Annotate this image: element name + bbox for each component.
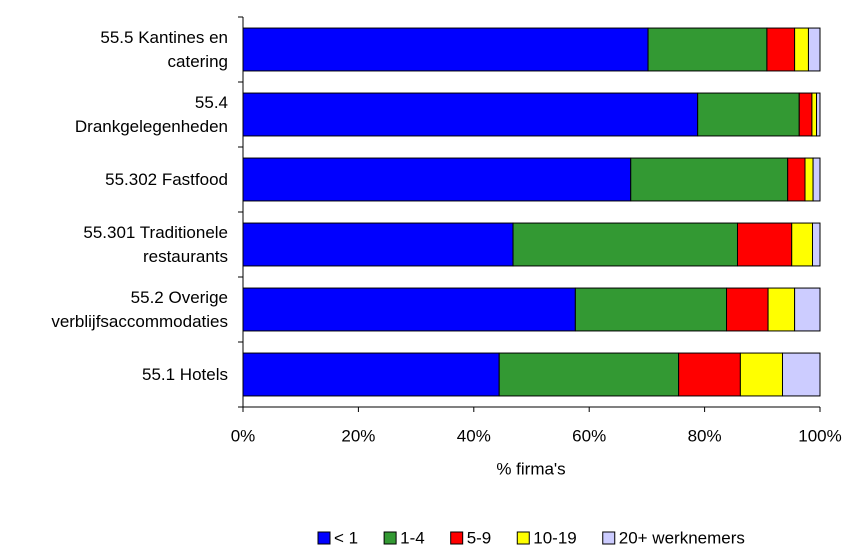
bar-segment: [766, 27, 796, 72]
category-label: 55.301 Traditionele restaurants: [83, 222, 228, 266]
bar-segment: [781, 352, 821, 397]
category-label: 55.1 Hotels: [142, 364, 228, 384]
bar-segment: [242, 222, 514, 267]
bar-segment: [697, 92, 800, 137]
x-tick-label: 80%: [688, 426, 722, 445]
legend-swatch: [450, 531, 464, 545]
bar-segment: [794, 287, 821, 332]
bar-segment: [739, 352, 783, 397]
legend-swatch: [317, 531, 331, 545]
bar-segment: [811, 92, 818, 137]
bar-segment: [242, 352, 500, 397]
bar-segment: [807, 27, 821, 72]
category-label: 55.2 Overige verblijfsaccommodaties: [51, 287, 228, 331]
bar-segment: [811, 222, 821, 267]
bar-segment: [630, 157, 789, 202]
legend-label: 5-9: [467, 528, 492, 547]
legend-label: 1-4: [400, 528, 425, 547]
legend-label: 10-19: [533, 528, 576, 547]
bar-segment: [242, 92, 699, 137]
bar-segment: [498, 352, 680, 397]
bar-segment: [736, 222, 793, 267]
bar-segment: [791, 222, 813, 267]
x-tick-label: 0%: [231, 426, 256, 445]
x-tick-label: 60%: [572, 426, 606, 445]
legend-swatch: [602, 531, 616, 545]
category-label: 55.5 Kantines en catering: [100, 27, 228, 71]
bar-segment: [812, 157, 821, 202]
legend-swatch: [383, 531, 397, 545]
bar-segment: [794, 27, 809, 72]
bar-segment: [804, 157, 814, 202]
legend-label: < 1: [334, 528, 358, 547]
bar-segment: [678, 352, 741, 397]
bar-segment: [512, 222, 738, 267]
bar-segment: [767, 287, 796, 332]
x-tick-label: 40%: [457, 426, 491, 445]
bar-segment: [242, 27, 649, 72]
bar-segment: [798, 92, 813, 137]
x-tick-label: 100%: [798, 426, 841, 445]
bar-segment: [726, 287, 769, 332]
bar-segment: [816, 92, 821, 137]
bar-segment: [242, 157, 632, 202]
bar-segment: [647, 27, 768, 72]
legend-swatch: [516, 531, 530, 545]
bar-segment: [787, 157, 806, 202]
x-tick-label: 20%: [341, 426, 375, 445]
category-label: 55.302 Fastfood: [105, 169, 228, 189]
legend-label: 20+ werknemers: [619, 528, 745, 547]
category-label: 55.4 Drankgelegenheden: [74, 92, 228, 136]
bar-segment: [242, 287, 576, 332]
bar-segment: [574, 287, 728, 332]
x-axis-label: % firma's: [496, 459, 565, 478]
